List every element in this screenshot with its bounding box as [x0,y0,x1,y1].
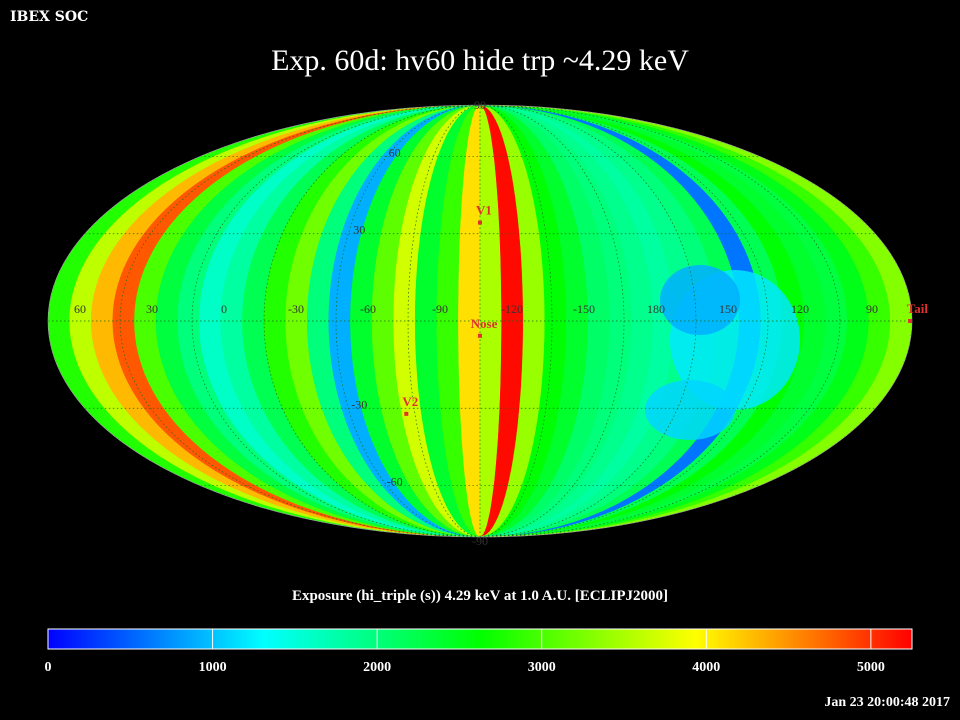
longitude-label: 60 [74,302,86,316]
colorbar-tick-labels: 0 1000 2000 3000 4000 5000 [0,660,960,680]
timestamp: Jan 23 20:00:48 2017 [824,695,950,710]
meridian-line [335,105,481,537]
colorbar-gradient [47,628,913,650]
meridian-line [479,105,553,537]
longitude-label: -90 [432,302,448,316]
latitude-label: 90 [474,98,486,112]
marker-label: Nose [471,316,498,331]
meridian-line [479,105,625,537]
colorbar-tick-label: 4000 [692,660,721,675]
longitude-label: -60 [360,302,376,316]
meridian-line [119,105,481,537]
marker-label: V1 [476,203,492,218]
longitude-label: -30 [288,302,304,316]
exposure-strips [48,105,912,537]
latitude-label: -30 [351,397,367,411]
exposure-patch [645,380,735,440]
colorbar-title: Exposure (hi_triple (s)) 4.29 keV at 1.0… [291,588,669,604]
marker-label: V2 [402,394,418,409]
map-markers: V1 Nose V2 Tail [402,203,928,416]
latitude-label: -90 [472,534,488,548]
longitude-label: 150 [719,302,737,316]
colorbar-tick-label: 5000 [856,660,885,675]
longitude-label: 180 [647,302,665,316]
marker-point [478,220,482,225]
page-title: Exp. 60d: hv60 hide trp ~4.29 keV [271,44,689,77]
latitude-label: 30 [353,223,365,237]
marker-point [478,333,482,338]
marker-point [404,411,409,416]
longitude-label: -120 [501,302,523,316]
longitude-label: 0 [221,302,227,316]
colorbar [47,628,913,650]
exposure-patches [645,265,800,440]
colorbar-tick-label: 3000 [527,660,556,675]
colorbar-tick-label: 2000 [363,660,392,675]
marker-label: Tail [907,301,929,316]
org-label: IBEX SOC [10,9,89,25]
exposure-patch [660,265,740,335]
marker-point [908,319,912,323]
longitude-label: -150 [573,302,595,316]
meridian-line [479,105,841,537]
longitude-label: 30 [146,302,158,316]
meridian-line [407,105,481,537]
colorbar-tick-label: 0 [44,660,52,675]
grid-labels: 60 30 0 -30 -60 -90 -120 -150 180 150 120 90 90 60 30 -… [74,98,878,548]
latitude-label: -60 [387,475,403,489]
longitude-label: 90 [866,302,878,316]
longitude-label: 120 [791,302,809,316]
colorbar-tick-label: 1000 [198,660,227,675]
latitude-label: 60 [389,145,401,159]
